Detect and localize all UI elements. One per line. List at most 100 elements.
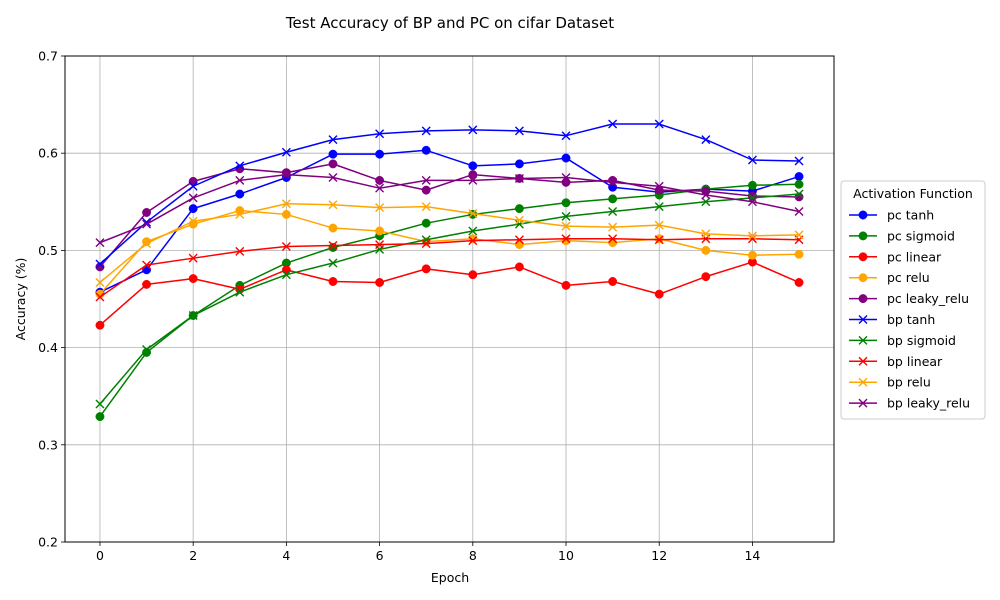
- series-layer: [95, 119, 804, 422]
- data-point-bp-relu: [375, 203, 385, 213]
- data-point-pc-sigmoid: [561, 198, 571, 208]
- legend-marker: [858, 356, 868, 366]
- data-point-pc-relu: [375, 226, 385, 236]
- data-point-pc-sigmoid: [142, 348, 152, 357]
- data-point-bp-relu: [747, 231, 757, 241]
- legend-label: pc sigmoid: [887, 228, 955, 243]
- y-tick-label: 0.6: [38, 146, 58, 161]
- data-point-bp-tanh: [188, 181, 198, 191]
- data-point-bp-linear: [561, 234, 571, 244]
- data-point-bp-relu: [95, 277, 105, 287]
- x-tick-label: 4: [282, 548, 290, 563]
- data-point-bp-tanh: [375, 129, 385, 139]
- data-point-pc-leaky-relu: [561, 177, 571, 187]
- legend-item-bp-linear: bp linear: [849, 354, 943, 369]
- series-line-pc-sigmoid: [99, 183, 800, 418]
- data-point-bp-relu: [235, 209, 245, 219]
- x-tick-label: 10: [558, 548, 574, 563]
- series-line-bp-relu: [99, 202, 800, 284]
- series-line-pc-linear: [99, 261, 800, 326]
- data-point-bp-sigmoid: [235, 287, 245, 297]
- data-point-pc-relu: [701, 245, 711, 255]
- data-point-pc-tanh: [375, 149, 385, 159]
- series-bp-leaky-relu: [95, 170, 804, 248]
- data-point-pc-linear: [188, 274, 198, 284]
- data-point-pc-tanh: [235, 189, 245, 199]
- data-point-bp-leaky-relu: [468, 175, 478, 185]
- data-point-bp-linear: [328, 241, 338, 251]
- data-point-pc-tanh: [514, 159, 524, 169]
- data-point-bp-sigmoid: [142, 345, 152, 355]
- legend-label: pc relu: [887, 270, 930, 285]
- data-point-pc-linear: [421, 264, 431, 274]
- legend-marker: [858, 231, 868, 241]
- data-point-bp-leaky-relu: [188, 193, 198, 203]
- data-point-pc-linear: [701, 272, 711, 282]
- data-point-bp-linear: [188, 253, 198, 263]
- x-tick-label: 14: [744, 548, 760, 563]
- y-tick-label: 0.3: [38, 437, 58, 452]
- data-point-bp-relu: [421, 202, 431, 212]
- data-point-pc-tanh: [468, 161, 478, 171]
- data-point-pc-leaky-relu: [95, 262, 105, 272]
- legend-label: bp relu: [887, 375, 931, 390]
- series-bp-relu: [95, 199, 804, 287]
- data-point-bp-leaky-relu: [95, 238, 105, 248]
- data-point-pc-tanh: [794, 172, 804, 181]
- data-point-bp-sigmoid: [328, 258, 338, 268]
- y-tick-label: 0.2: [38, 535, 58, 550]
- legend-marker: [858, 294, 868, 304]
- data-point-bp-tanh: [654, 119, 664, 129]
- chart-title: Test Accuracy of BP and PC on cifar Data…: [285, 14, 614, 32]
- data-point-bp-leaky-relu: [701, 190, 711, 200]
- data-point-pc-leaky-relu: [375, 175, 385, 185]
- data-point-bp-relu: [654, 220, 664, 230]
- data-point-pc-leaky-relu: [468, 170, 478, 180]
- legend-box: [840, 180, 986, 420]
- y-tick-label: 0.5: [38, 243, 58, 258]
- data-point-pc-linear: [608, 277, 618, 286]
- data-point-pc-sigmoid: [95, 412, 105, 422]
- data-point-bp-sigmoid: [188, 311, 198, 321]
- data-point-bp-leaky-relu: [142, 219, 152, 229]
- data-point-bp-tanh: [561, 131, 571, 141]
- data-point-bp-sigmoid: [654, 202, 664, 212]
- data-point-bp-tanh: [794, 156, 804, 166]
- series-line-bp-linear: [99, 237, 800, 298]
- legend-item-bp-sigmoid: bp sigmoid: [849, 333, 956, 348]
- data-point-pc-relu: [328, 223, 338, 233]
- y-axis-label: Accuracy (%): [13, 258, 28, 341]
- data-point-pc-relu: [514, 240, 524, 250]
- data-point-bp-sigmoid: [421, 235, 431, 245]
- data-point-bp-linear: [142, 260, 152, 270]
- data-point-bp-relu: [701, 229, 711, 239]
- data-point-pc-linear: [281, 265, 291, 275]
- legend-item-pc-leaky-relu: pc leaky_relu: [849, 291, 969, 306]
- data-point-pc-tanh: [188, 204, 198, 214]
- data-point-pc-linear: [468, 270, 478, 280]
- data-point-bp-linear: [281, 242, 291, 252]
- legend-item-pc-tanh: pc tanh: [849, 208, 934, 223]
- legend-item-bp-relu: bp relu: [849, 375, 931, 390]
- x-axis-ticks: 0 2 4 6 8 10 12 14: [96, 542, 760, 563]
- data-point-bp-sigmoid: [281, 270, 291, 280]
- series-bp-linear: [95, 234, 804, 302]
- data-point-pc-leaky-relu: [328, 159, 338, 169]
- data-point-pc-linear: [142, 279, 152, 289]
- data-point-bp-leaky-relu: [328, 173, 338, 182]
- data-point-bp-leaky-relu: [794, 207, 804, 217]
- data-point-bp-sigmoid: [701, 197, 711, 207]
- data-point-bp-relu: [188, 216, 198, 226]
- series-bp-sigmoid: [95, 189, 804, 409]
- legend-label: bp linear: [887, 354, 943, 369]
- x-tick-label: 8: [469, 548, 477, 563]
- x-tick-label: 6: [376, 548, 384, 563]
- data-point-bp-linear: [468, 236, 478, 246]
- legend-item-pc-relu: pc relu: [849, 270, 930, 285]
- data-point-bp-sigmoid: [561, 211, 571, 221]
- series-line-bp-tanh: [99, 123, 800, 265]
- y-tick-label: 0.7: [38, 49, 58, 64]
- legend-marker: [858, 398, 868, 408]
- legend-items: pc tanh pc sigmoid pc linear pc relu pc leak…: [849, 208, 970, 411]
